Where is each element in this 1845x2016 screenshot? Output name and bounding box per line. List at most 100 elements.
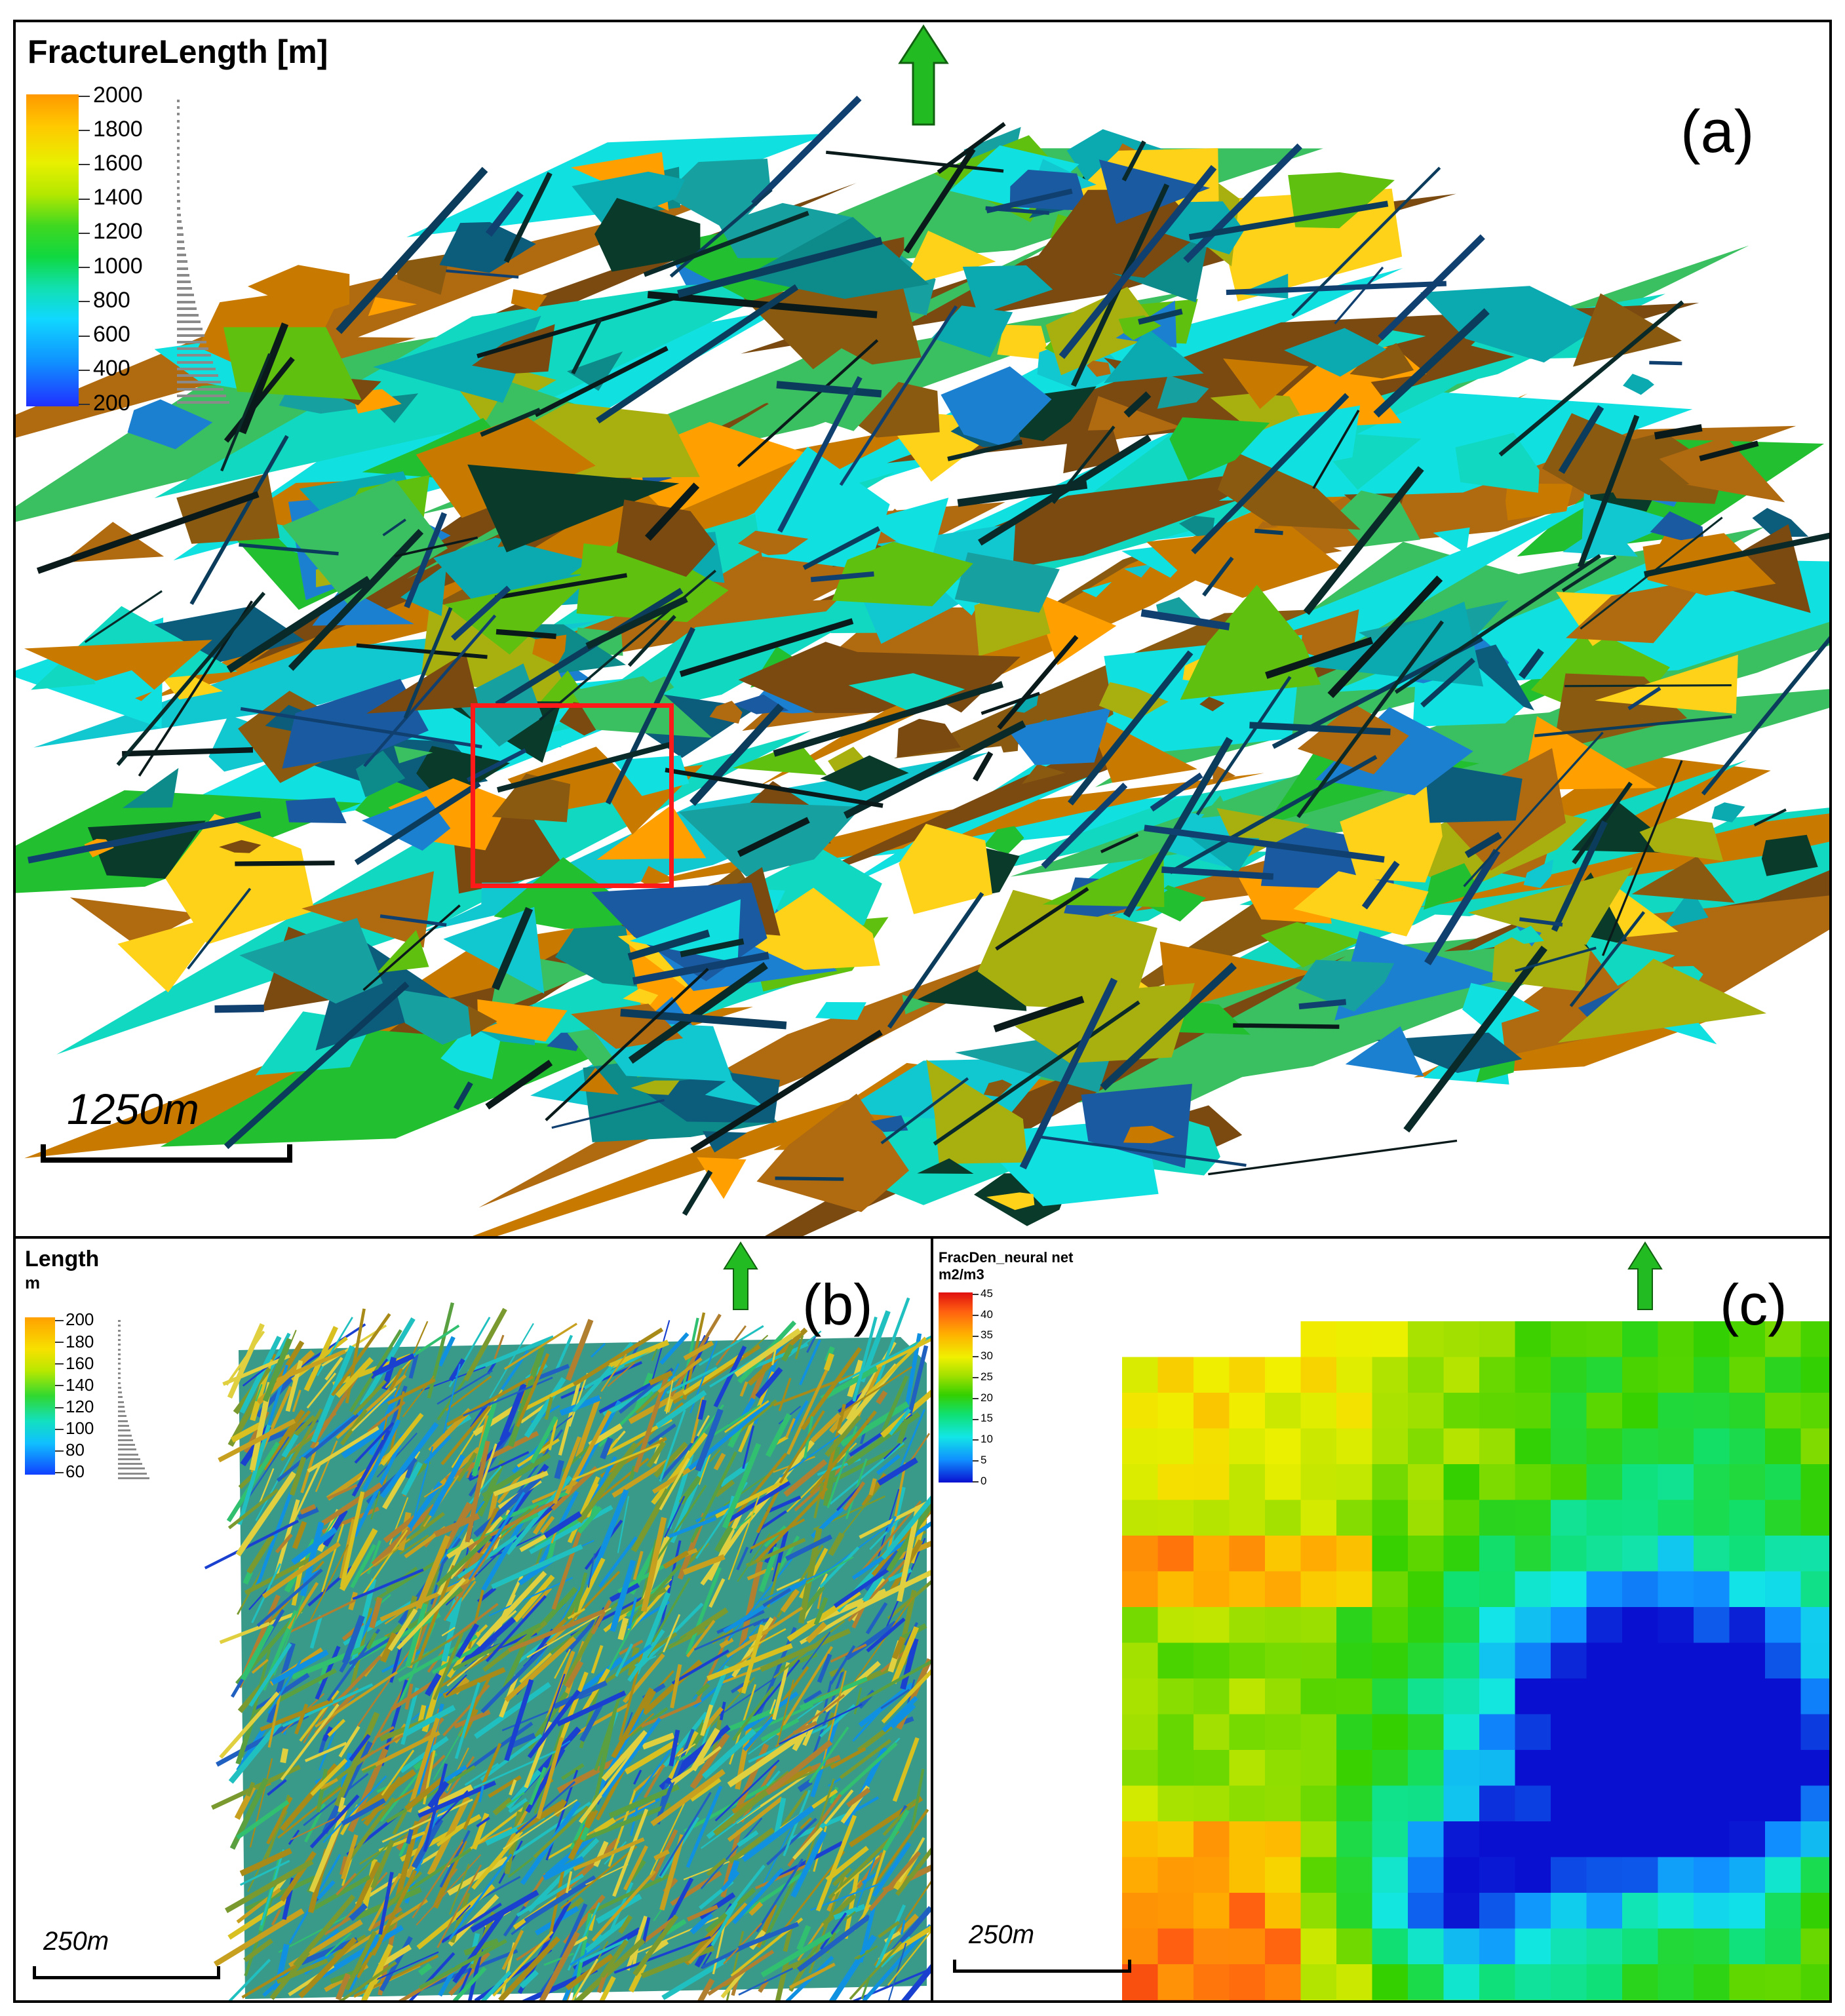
fracture-trace <box>799 1677 868 1710</box>
fracture-trace <box>376 1432 418 1478</box>
density-cell <box>1300 1750 1337 1786</box>
fracture-trace <box>262 1338 292 1403</box>
density-cell <box>1265 1857 1301 1893</box>
tick-label: 200 <box>66 1309 94 1330</box>
density-cell <box>1229 1714 1266 1751</box>
fracture-trace <box>829 1645 856 1685</box>
fracture-trace <box>492 906 534 990</box>
fracture-polygon <box>1602 879 1679 940</box>
density-cell <box>1122 1571 1158 1608</box>
density-cell <box>1586 1642 1623 1679</box>
fracture-trace <box>644 482 700 541</box>
histogram-bar <box>177 381 221 384</box>
fracture-trace <box>659 1834 685 1911</box>
density-cell <box>1800 1357 1829 1393</box>
fracture-trace <box>632 1770 642 1785</box>
density-cell <box>1301 2000 1337 2001</box>
density-cell <box>1157 1357 1194 1393</box>
fracture-trace <box>781 1344 794 1362</box>
fracture-trace <box>338 1726 360 1758</box>
fracture-trace <box>565 1570 621 1628</box>
histogram-bar <box>177 240 185 243</box>
fracture-polygon <box>941 366 1052 447</box>
fracture-trace <box>651 1578 691 1642</box>
fracture-trace <box>685 1567 722 1656</box>
fracture-trace <box>748 1703 814 1735</box>
density-cell <box>1443 1964 1480 2000</box>
fracture-trace <box>287 1581 319 1630</box>
density-cell <box>1622 1393 1658 1429</box>
density-cell <box>1372 1428 1408 1465</box>
density-cell <box>1372 1500 1408 1536</box>
fracture-trace <box>1403 945 1547 1133</box>
fracture-trace <box>292 1389 301 1412</box>
fracture-trace <box>643 210 809 277</box>
tick-mark <box>79 164 90 166</box>
fracture-trace <box>579 1938 629 1964</box>
fracture-trace <box>476 284 712 359</box>
fracture-trace <box>669 1729 680 1767</box>
fracture-trace <box>738 1968 794 1996</box>
density-cell <box>1194 1678 1230 1715</box>
fracture-trace <box>560 1846 638 1910</box>
fracture-trace <box>435 1790 469 1826</box>
histogram-bar <box>177 246 185 250</box>
fracture-trace <box>838 1366 912 1415</box>
fracture-trace <box>937 122 1006 174</box>
tick-label: 1600 <box>93 151 143 176</box>
fracture-polygon <box>1455 433 1540 493</box>
density-cell <box>1443 1500 1480 1536</box>
fracture-polygon <box>1032 591 1117 665</box>
fracture-trace <box>246 1534 275 1574</box>
density-cell <box>1694 1928 1730 1965</box>
fracture-polygon <box>301 871 435 948</box>
fracture-trace <box>754 1864 808 1890</box>
fracture-trace <box>446 1375 534 1426</box>
density-cell <box>1300 1785 1337 1822</box>
fracture-trace <box>515 1781 576 1834</box>
fracture-trace <box>797 1922 825 1962</box>
histogram-bar <box>118 1425 129 1427</box>
density-cell <box>1551 2000 1587 2001</box>
tick-mark <box>973 1460 979 1462</box>
density-cell <box>1157 1928 1194 1965</box>
fracture-trace <box>779 1703 863 1745</box>
fracture-trace <box>756 1858 804 1933</box>
fracture-polygon <box>870 1115 908 1133</box>
density-cell <box>1229 1821 1266 1857</box>
fracture-trace <box>761 1870 801 1946</box>
panel-a: FractureLength [m] 2000 1800 1600 1400 1200 1… <box>13 20 1832 1239</box>
density-cell <box>1694 1500 1730 1536</box>
fracture-trace <box>380 1422 439 1499</box>
fracture-trace <box>868 1808 929 1892</box>
fracture-trace <box>608 1438 619 1451</box>
fracture-polygon <box>1295 960 1395 1012</box>
density-cell <box>1265 1964 1301 2000</box>
fracture-trace <box>773 1372 858 1406</box>
density-cell <box>1729 1714 1766 1751</box>
fracture-trace <box>1699 440 1759 461</box>
density-cell <box>1622 1857 1658 1893</box>
fracture-trace <box>262 1541 341 1599</box>
fracture-trace <box>740 1764 777 1823</box>
density-cell <box>1300 1500 1337 1536</box>
density-cell <box>1765 1893 1801 1929</box>
fracture-trace <box>933 1000 1140 1146</box>
fracture-trace <box>786 1761 836 1785</box>
density-cell <box>1622 1893 1658 1929</box>
fracture-trace <box>239 543 339 556</box>
fracture-trace <box>755 1486 828 1563</box>
density-cell <box>1658 1393 1694 1429</box>
density-cell <box>1479 1642 1515 1679</box>
fracture-trace <box>836 1483 882 1542</box>
fracture-trace <box>615 1643 634 1677</box>
fracture-trace <box>1519 917 1563 927</box>
density-cell <box>1515 1536 1551 1572</box>
fracture-trace <box>471 1829 523 1890</box>
density-cell <box>1694 1893 1730 1929</box>
density-cell <box>1194 1393 1230 1429</box>
density-cell <box>1300 1821 1337 1857</box>
fracture-trace <box>586 1489 629 1586</box>
tick-label: 30 <box>981 1349 993 1363</box>
fracture-trace <box>1183 143 1302 263</box>
